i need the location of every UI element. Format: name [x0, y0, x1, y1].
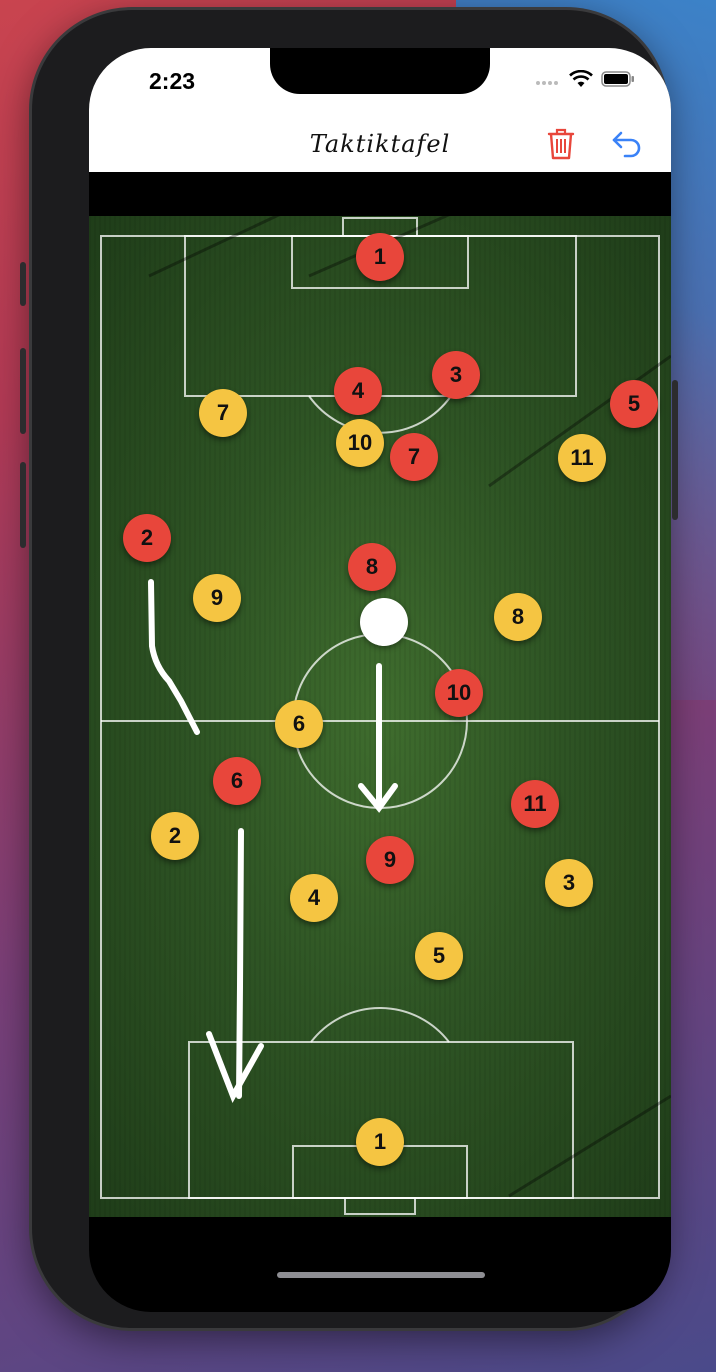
ball-marker[interactable] [360, 598, 408, 646]
red-player-marker[interactable]: 4 [334, 367, 382, 415]
red-player-marker[interactable]: 10 [435, 669, 483, 717]
power-button [672, 380, 678, 520]
drawn-arrows [148, 579, 398, 1104]
yellow-player-marker[interactable]: 9 [193, 574, 241, 622]
red-player-marker[interactable]: 2 [123, 514, 171, 562]
yellow-player-marker[interactable]: 11 [558, 434, 606, 482]
pitch-markings [100, 216, 671, 1215]
battery-icon [601, 71, 635, 92]
status-bar: 2:23 [89, 48, 671, 120]
mute-switch [20, 262, 26, 306]
undo-arrow-icon [611, 129, 643, 164]
screen: 2:23 Taktiktafel [89, 48, 671, 1312]
home-indicator[interactable] [277, 1272, 485, 1278]
yellow-player-marker[interactable]: 3 [545, 859, 593, 907]
phone-frame: 2:23 Taktiktafel [20, 10, 678, 1328]
red-player-marker[interactable]: 3 [432, 351, 480, 399]
signal-icon [535, 73, 561, 91]
red-player-marker[interactable]: 11 [511, 780, 559, 828]
red-player-marker[interactable]: 7 [390, 433, 438, 481]
red-player-marker[interactable]: 6 [213, 757, 261, 805]
yellow-player-marker[interactable]: 6 [275, 700, 323, 748]
volume-down-button [20, 462, 26, 548]
yellow-player-marker[interactable]: 2 [151, 812, 199, 860]
navigation-bar: Taktiktafel [89, 120, 671, 172]
trash-button[interactable] [541, 126, 581, 166]
page-title: Taktiktafel [309, 130, 451, 158]
tactics-board-field[interactable]: 1 4 3 5 7 2 8 10 6 11 9 7 10 11 9 8 6 2 … [89, 216, 671, 1217]
yellow-player-marker[interactable]: 4 [290, 874, 338, 922]
yellow-player-marker[interactable]: 1 [356, 1118, 404, 1166]
notch [270, 48, 490, 94]
yellow-player-marker[interactable]: 7 [199, 389, 247, 437]
yellow-player-marker[interactable]: 10 [336, 419, 384, 467]
wifi-icon [569, 69, 593, 93]
status-time: 2:23 [149, 68, 196, 94]
yellow-player-marker[interactable]: 5 [415, 932, 463, 980]
undo-button[interactable] [607, 126, 647, 166]
red-player-marker[interactable]: 8 [348, 543, 396, 591]
red-player-marker[interactable]: 9 [366, 836, 414, 884]
red-player-marker[interactable]: 1 [356, 233, 404, 281]
status-icons [535, 69, 635, 93]
red-player-marker[interactable]: 5 [610, 380, 658, 428]
trash-icon [546, 127, 576, 166]
yellow-player-marker[interactable]: 8 [494, 593, 542, 641]
volume-up-button [20, 348, 26, 434]
